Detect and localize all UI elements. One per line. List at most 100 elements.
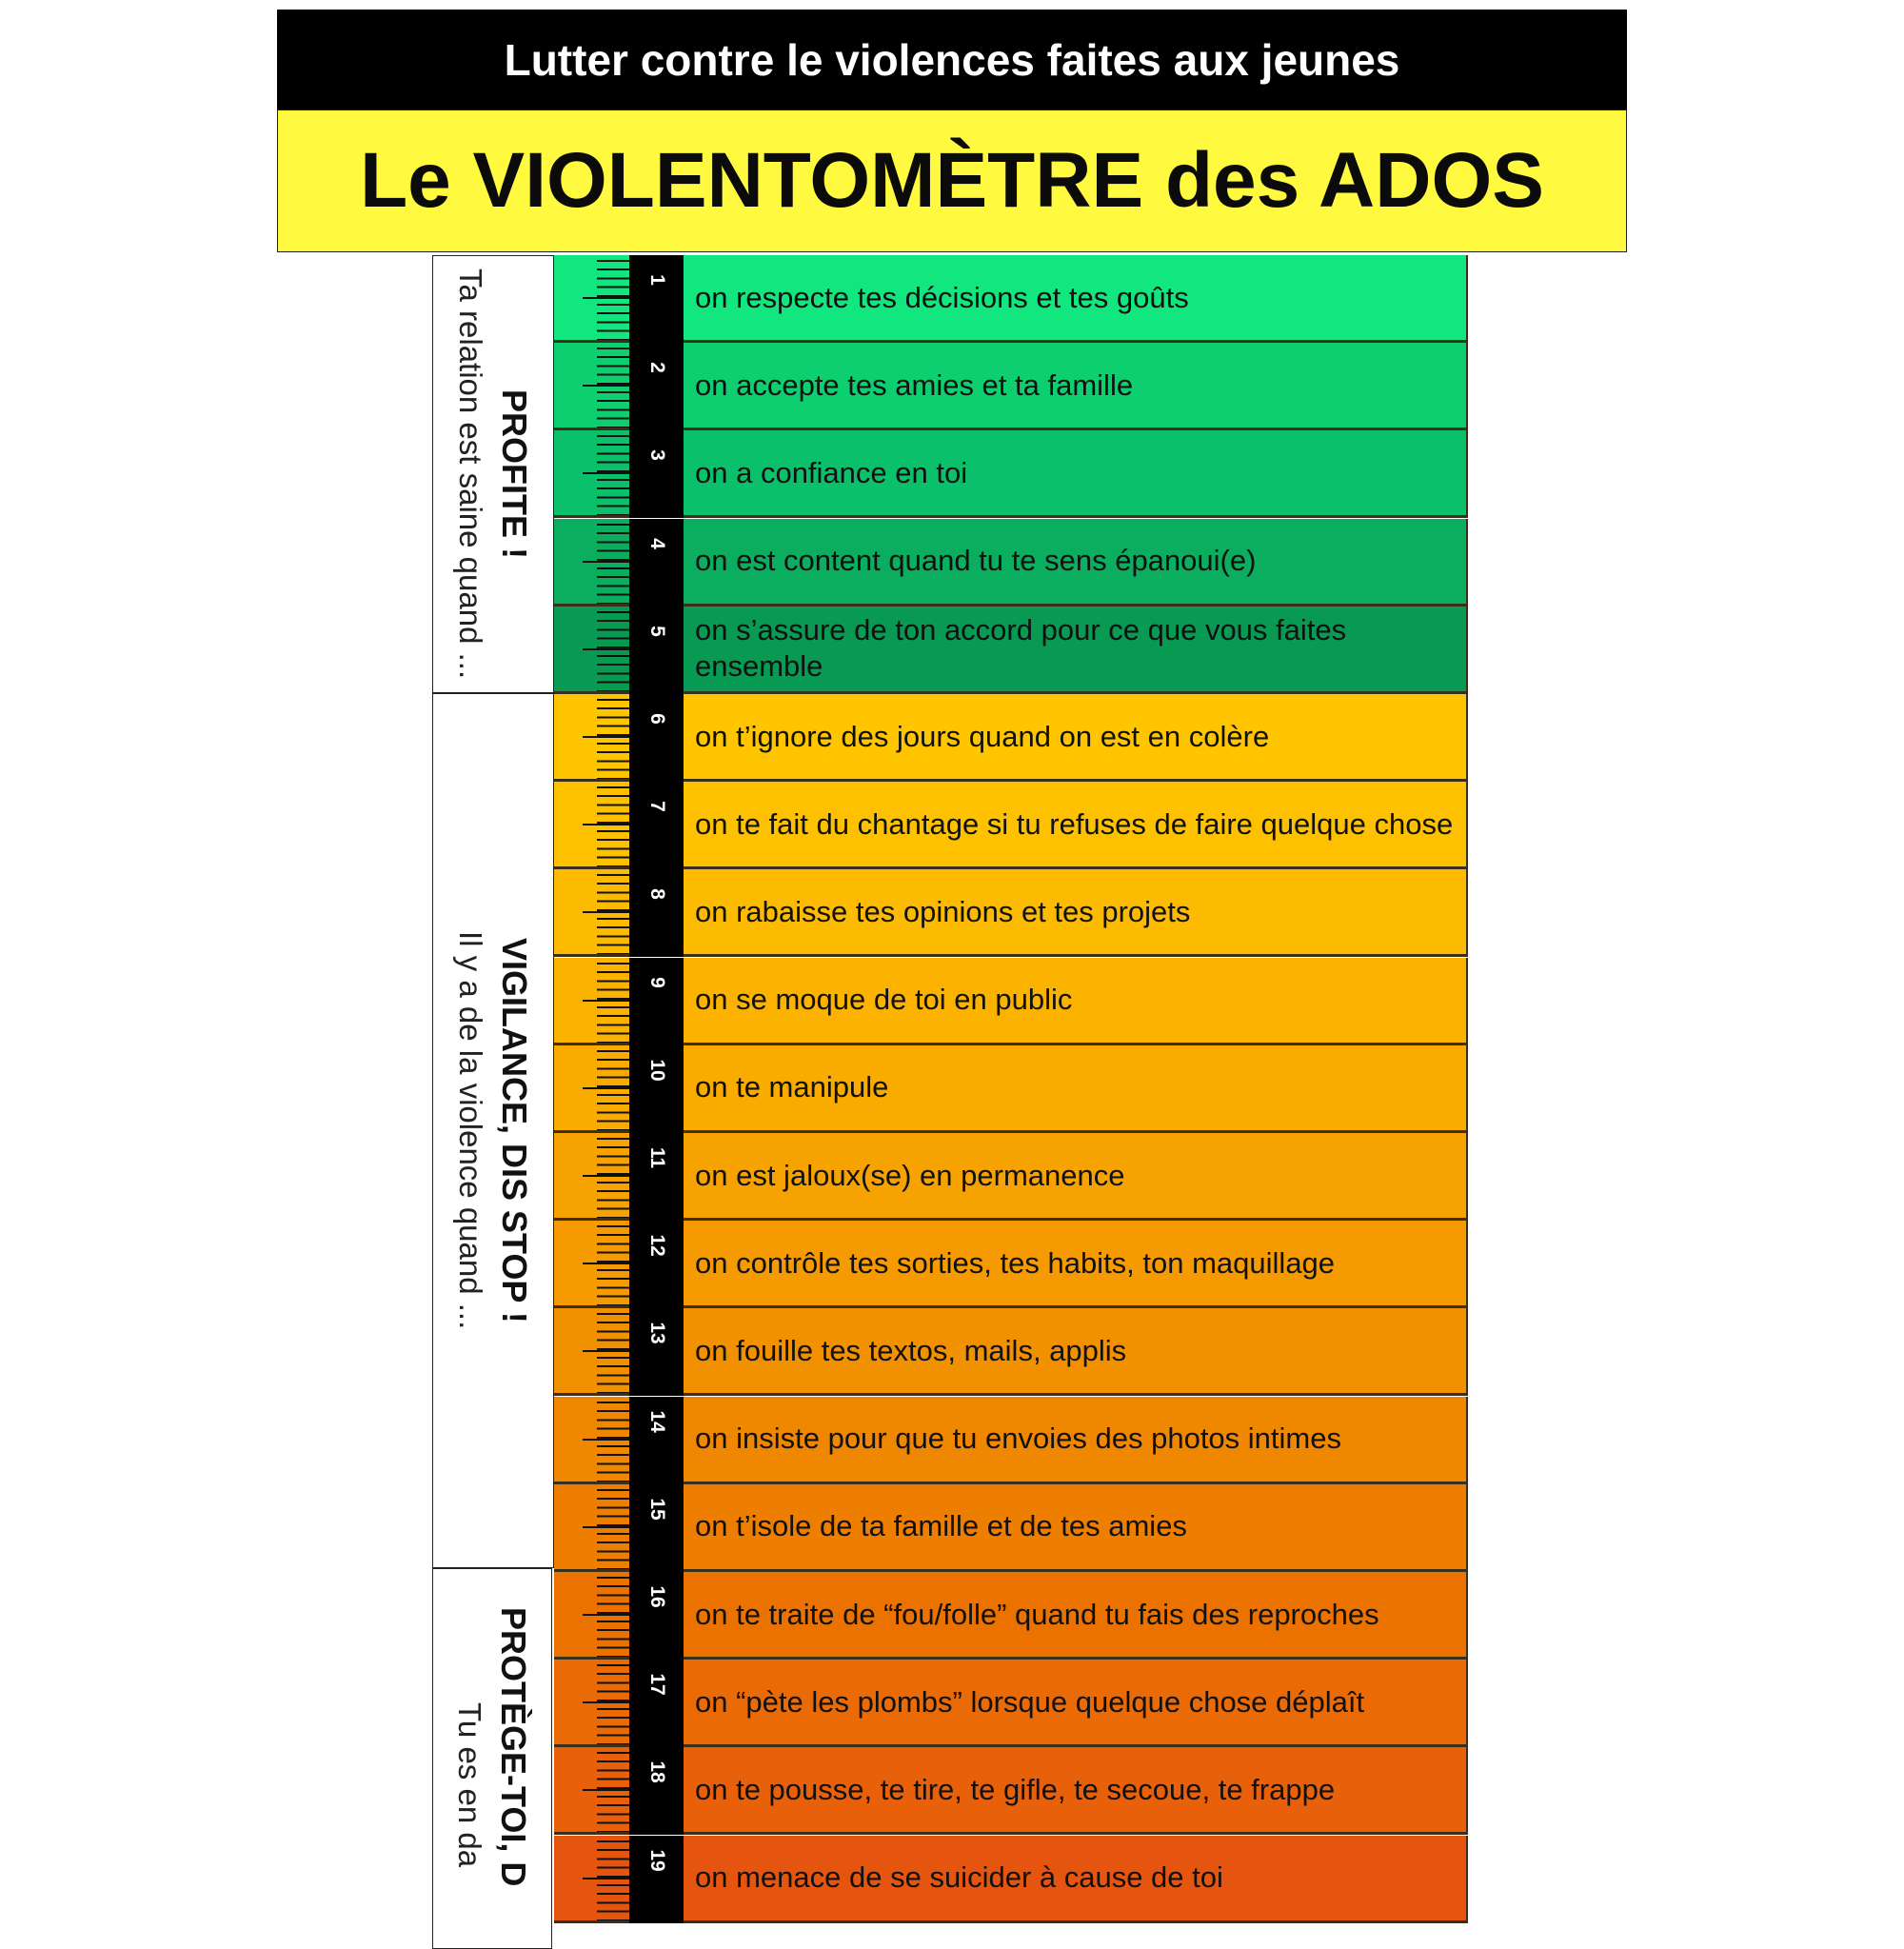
ruler-major-tick xyxy=(583,385,629,388)
scale-number-label: 3 xyxy=(645,449,668,462)
scale-number: 13 xyxy=(629,1308,684,1397)
scale-item-text: on t’ignore des jours quand on est en co… xyxy=(695,694,1457,779)
scale-item-text: on insiste pour que tu envoies des photo… xyxy=(695,1397,1457,1482)
ruler-major-tick xyxy=(583,1614,629,1616)
ruler-major-tick xyxy=(583,736,629,738)
scale-item-text: on est content quand tu te sens épanoui(… xyxy=(695,519,1457,604)
header-subtitle: Lutter contre le violences faites aux je… xyxy=(504,34,1400,85)
ruler-major-tick xyxy=(583,647,629,650)
scale-number: 15 xyxy=(629,1483,684,1572)
scale-number: 5 xyxy=(629,606,684,694)
page-title: Le VIOLENTOMÈTRE des ADOS xyxy=(360,137,1544,224)
scale-number: 19 xyxy=(629,1835,684,1923)
scale-row: 17 on “pète les plombs” lorsque quelque c… xyxy=(554,1660,1468,1748)
scale-item-label: on “pète les plombs” lorsque quelque cho… xyxy=(695,1684,1365,1719)
scale-number: 3 xyxy=(629,430,684,519)
scale-row: 11 on est jaloux(se) en permanence xyxy=(554,1133,1468,1221)
scale-number: 17 xyxy=(629,1660,684,1748)
scale-item-label: on contrôle tes sorties, tes habits, ton… xyxy=(695,1245,1336,1280)
scale-row: 10 on te manipule xyxy=(554,1044,1468,1133)
section-heading: PROFITE ! xyxy=(495,389,534,559)
scale-row: 8 on rabaisse tes opinions et tes projets xyxy=(554,869,1468,958)
scale-item-label: on s’assure de ton accord pour ce que vo… xyxy=(695,613,1347,684)
scale-item-label: on t’ignore des jours quand on est en co… xyxy=(695,719,1270,753)
scale-row: 4 on est content quand tu te sens épanoui… xyxy=(554,518,1468,607)
scale-number: 2 xyxy=(629,343,684,431)
scale-row: 9 on se moque de toi en public xyxy=(554,957,1468,1045)
section-protege: PROTÈGE-TOI, D Tu es en da xyxy=(432,1568,552,1949)
section-heading: PROTÈGE-TOI, D xyxy=(494,1607,533,1887)
scale-number-label: 16 xyxy=(645,1585,668,1608)
ruler-major-tick xyxy=(583,1263,629,1265)
scale-item-text: on a confiance en toi xyxy=(695,430,1457,515)
scale-item-text: on “pète les plombs” lorsque quelque cho… xyxy=(695,1660,1457,1744)
scale-row: 2 on accepte tes amies et ta famille xyxy=(554,343,1468,431)
ruler-major-tick xyxy=(583,1701,629,1704)
scale-item-text: on respecte tes décisions et tes goûts xyxy=(695,255,1457,340)
ruler-major-tick xyxy=(583,1789,629,1792)
scale-number-label: 5 xyxy=(645,625,668,637)
ruler-major-tick xyxy=(583,1877,629,1879)
section-text: Tu es en da xyxy=(452,1702,487,1868)
scale-number: 7 xyxy=(629,782,684,870)
scale-number-label: 17 xyxy=(645,1673,668,1696)
scale-number-label: 9 xyxy=(645,976,668,988)
scale-item-label: on respecte tes décisions et tes goûts xyxy=(695,280,1189,314)
scale-item-text: on se moque de toi en public xyxy=(695,958,1457,1043)
ruler-major-tick xyxy=(583,1350,629,1353)
scale-item-text: on menace de se suicider à cause de toi xyxy=(695,1836,1457,1920)
scale-number-label: 12 xyxy=(645,1234,668,1257)
scale-number: 9 xyxy=(629,957,684,1045)
scale-row: 18 on te pousse, te tire, te gifle, te se… xyxy=(554,1747,1468,1836)
scale-item-label: on fouille tes textos, mails, applis xyxy=(695,1333,1127,1367)
scale-number-label: 7 xyxy=(645,801,668,813)
ruler-major-tick xyxy=(583,1175,629,1177)
scale-item-text: on rabaisse tes opinions et tes projets xyxy=(695,869,1457,954)
scale-number-label: 18 xyxy=(645,1760,668,1784)
scale-number-label: 10 xyxy=(645,1059,668,1082)
scale-item-label: on rabaisse tes opinions et tes projets xyxy=(695,894,1191,928)
scale-row: 1 on respecte tes décisions et tes goûts xyxy=(554,255,1468,343)
scale-row: 6 on t’ignore des jours quand on est en c… xyxy=(554,694,1468,782)
scale-row: 16 on te traite de “fou/folle” quand tu f… xyxy=(554,1572,1468,1660)
scale-item-label: on se moque de toi en public xyxy=(695,983,1073,1017)
scale-number: 12 xyxy=(629,1221,684,1309)
scale-item-text: on te manipule xyxy=(695,1045,1457,1130)
section-profite: PROFITE ! Ta relation est saine quand ..… xyxy=(432,255,554,693)
scale-item-label: on accepte tes amies et ta famille xyxy=(695,368,1134,402)
ruler-major-tick xyxy=(583,1438,629,1441)
ruler-major-tick xyxy=(583,824,629,826)
scale-number: 16 xyxy=(629,1572,684,1660)
scale-item-text: on s’assure de ton accord pour ce que vo… xyxy=(695,607,1457,691)
scale-number: 14 xyxy=(629,1396,684,1484)
scale-row: 5 on s’assure de ton accord pour ce que v… xyxy=(554,606,1468,694)
scale-item-label: on te pousse, te tire, te gifle, te seco… xyxy=(695,1772,1336,1806)
scale-number-label: 15 xyxy=(645,1498,668,1521)
scale-number: 10 xyxy=(629,1044,684,1133)
scale-item-label: on menace de se suicider à cause de toi xyxy=(695,1860,1223,1895)
scale-row: 14 on insiste pour que tu envoies des pho… xyxy=(554,1396,1468,1484)
scale-item-label: on insiste pour que tu envoies des photo… xyxy=(695,1422,1341,1456)
scale-item-text: on fouille tes textos, mails, applis xyxy=(695,1308,1457,1393)
scale-item-text: on te fait du chantage si tu refuses de … xyxy=(695,782,1457,866)
scale-item-label: on est jaloux(se) en permanence xyxy=(695,1158,1125,1192)
scale-row: 12 on contrôle tes sorties, tes habits, t… xyxy=(554,1221,1468,1309)
scale-number-label: 1 xyxy=(645,274,668,286)
header-banner: Lutter contre le violences faites aux je… xyxy=(277,10,1627,109)
scale-number: 4 xyxy=(629,518,684,607)
title-banner: Le VIOLENTOMÈTRE des ADOS xyxy=(277,109,1627,252)
ruler-major-tick xyxy=(583,297,629,299)
scale-number-label: 8 xyxy=(645,888,668,901)
ruler-major-tick xyxy=(583,472,629,475)
scale-row: 19 on menace de se suicider à cause de to… xyxy=(554,1835,1468,1923)
scale-number-label: 11 xyxy=(645,1146,668,1169)
scale-number-label: 13 xyxy=(645,1322,668,1345)
scale-item-label: on te traite de “fou/folle” quand tu fai… xyxy=(695,1597,1379,1631)
scale-row: 3 on a confiance en toi xyxy=(554,430,1468,519)
scale-number: 11 xyxy=(629,1133,684,1221)
scale-row: 15 on t’isole de ta famille et de tes ami… xyxy=(554,1483,1468,1572)
scale-item-label: on te fait du chantage si tu refuses de … xyxy=(695,806,1454,841)
ruler-major-tick xyxy=(583,1086,629,1089)
scale-item-text: on t’isole de ta famille et de tes amies xyxy=(695,1484,1457,1569)
scale-number-label: 6 xyxy=(645,713,668,725)
